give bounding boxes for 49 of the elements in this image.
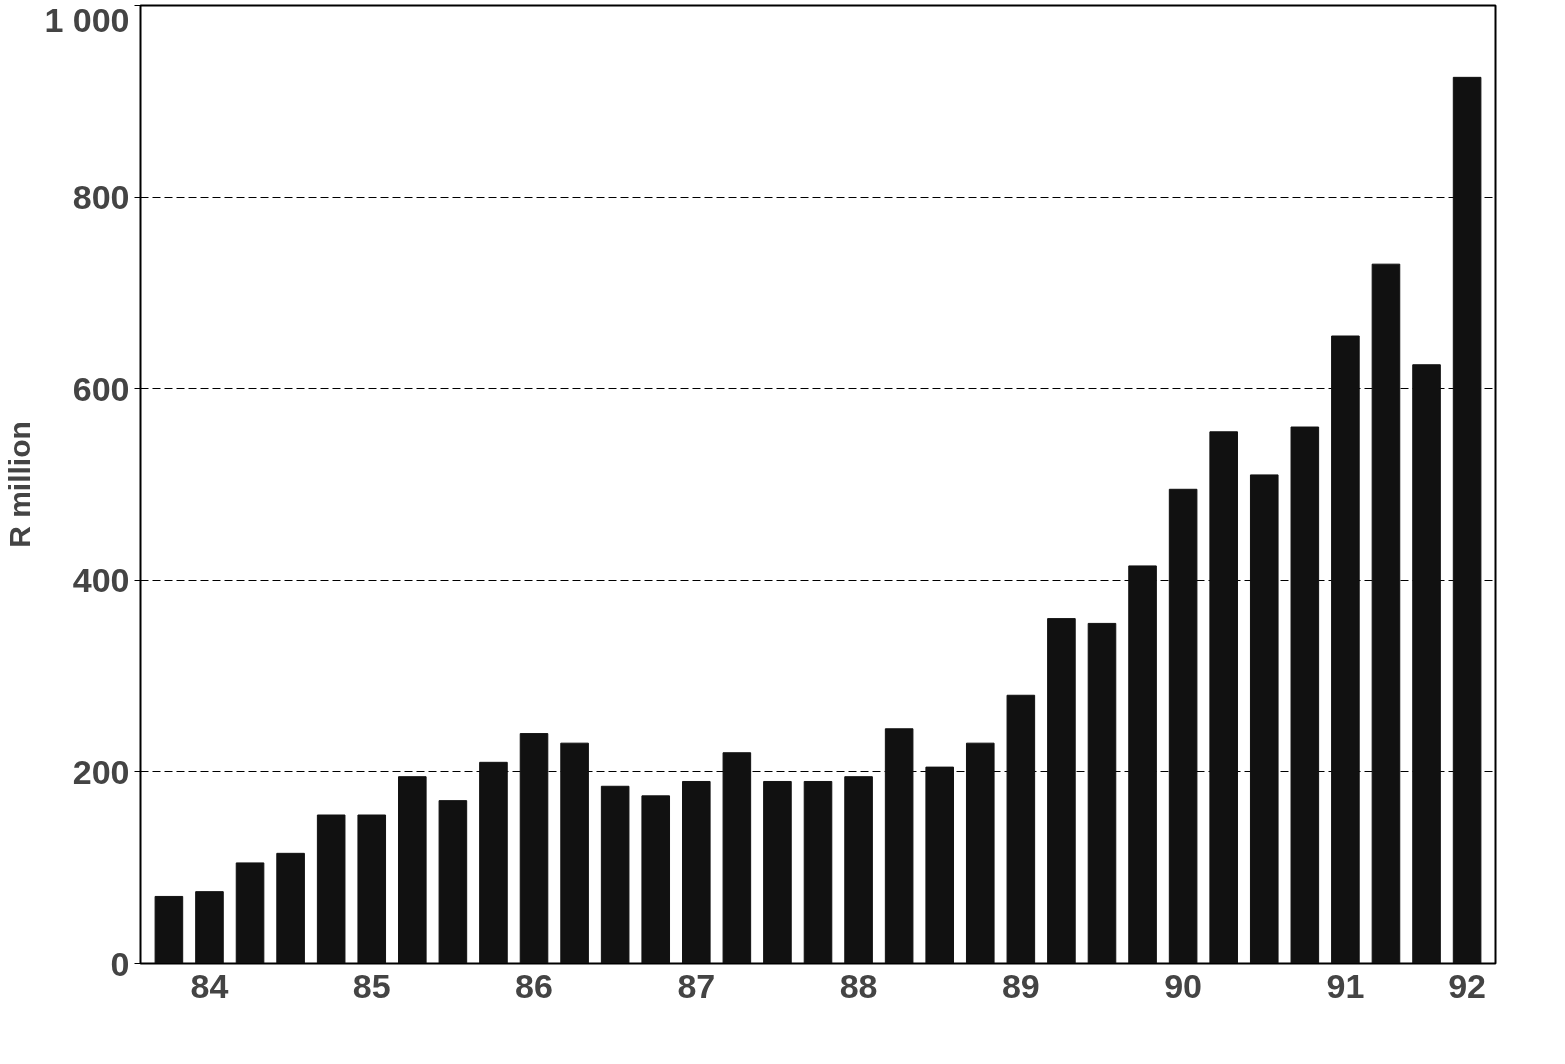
bar [316,814,346,964]
bar [519,733,549,964]
bar [1290,426,1320,964]
bar [803,780,833,964]
bar [925,766,954,964]
bar [1006,694,1036,964]
bar [1168,488,1198,964]
bar [763,780,792,964]
bar [276,852,305,964]
x-tick-label: 90 [1164,966,1203,1005]
bar [398,776,427,964]
bar [479,761,508,964]
y-tick-label: 400 [72,561,130,600]
bar [1209,431,1238,964]
bar [722,752,752,964]
bar [154,895,184,964]
y-tick-label: 600 [72,369,130,408]
bar [884,728,914,964]
bar [357,814,387,964]
bar [438,800,468,964]
bar [560,742,589,964]
y-tick-label: 0 [110,944,130,983]
x-tick-label: 88 [839,966,878,1005]
bar [641,795,671,964]
x-tick-label: 86 [515,966,553,1005]
bar [965,742,995,964]
x-tick-label: 84 [190,966,229,1005]
y-axis-title: R million [3,421,37,548]
bar [1249,474,1279,964]
bar [1412,364,1441,964]
bar [1128,565,1157,964]
y-tick-label: 1 000 [44,0,130,39]
x-tick-label: 91 [1326,966,1365,1005]
bar [1371,263,1401,964]
bar [195,891,224,964]
bar [1047,618,1076,964]
y-tick-label: 200 [72,752,130,791]
x-tick-label: 85 [352,966,391,1005]
bar [682,780,711,964]
y-tick-label: 800 [72,178,130,217]
bar [600,785,630,964]
bar [844,776,873,964]
x-tick-label: 92 [1448,966,1487,1005]
bar [1331,335,1360,964]
x-tick-label: 89 [1001,966,1040,1005]
bar [235,862,265,964]
bar [1087,622,1117,964]
x-tick-label: 87 [677,966,716,1005]
bar [1452,76,1482,964]
